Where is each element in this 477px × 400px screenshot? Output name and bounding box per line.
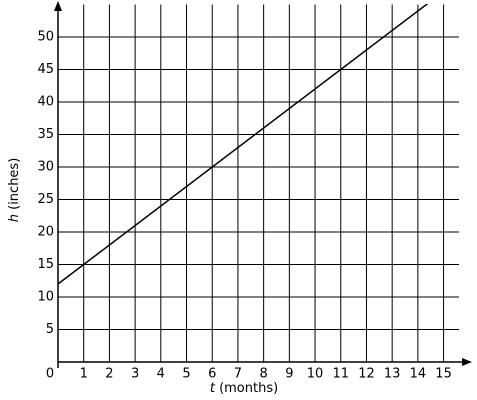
- y-arrow: [54, 1, 62, 11]
- y-tick-label: 40: [37, 95, 54, 110]
- x-tick-label: 12: [358, 367, 375, 382]
- x-tick-label: 10: [307, 367, 324, 382]
- x-axis-label: t (months): [210, 381, 278, 396]
- x-variable: t: [210, 381, 216, 396]
- y-tick-label: 15: [37, 257, 54, 272]
- x-tick-label: 11: [332, 367, 349, 382]
- x-tick-label: 1: [80, 367, 88, 382]
- y-unit: (inches): [7, 158, 22, 210]
- y-axis-label: h (inches): [7, 158, 22, 223]
- x-tick-label: 15: [435, 367, 452, 382]
- x-tick-label: 0: [46, 367, 54, 382]
- y-tick-label: 20: [37, 225, 54, 240]
- y-variable: h: [7, 214, 22, 222]
- y-tick-label: 10: [37, 290, 54, 305]
- y-tick-label: 35: [37, 127, 54, 142]
- x-tick-label: 3: [131, 367, 139, 382]
- y-tick-label: 45: [37, 62, 54, 77]
- x-unit: (months): [219, 381, 278, 396]
- x-tick-label: 9: [285, 367, 293, 382]
- x-tick-label: 14: [410, 367, 427, 382]
- x-tick-label: 5: [182, 367, 190, 382]
- data-line: [58, 4, 429, 285]
- y-tick-label: 5: [46, 322, 54, 337]
- y-tick-label: 50: [37, 30, 54, 45]
- x-tick-label: 8: [260, 367, 268, 382]
- y-tick-label: 25: [37, 192, 54, 207]
- x-tick-label: 4: [157, 367, 165, 382]
- x-tick-label: 7: [234, 367, 242, 382]
- y-tick-label: 30: [37, 160, 54, 175]
- x-tick-label: 13: [384, 367, 401, 382]
- x-tick-label: 6: [208, 367, 216, 382]
- x-tick-label: 2: [105, 367, 113, 382]
- x-arrow: [462, 358, 472, 366]
